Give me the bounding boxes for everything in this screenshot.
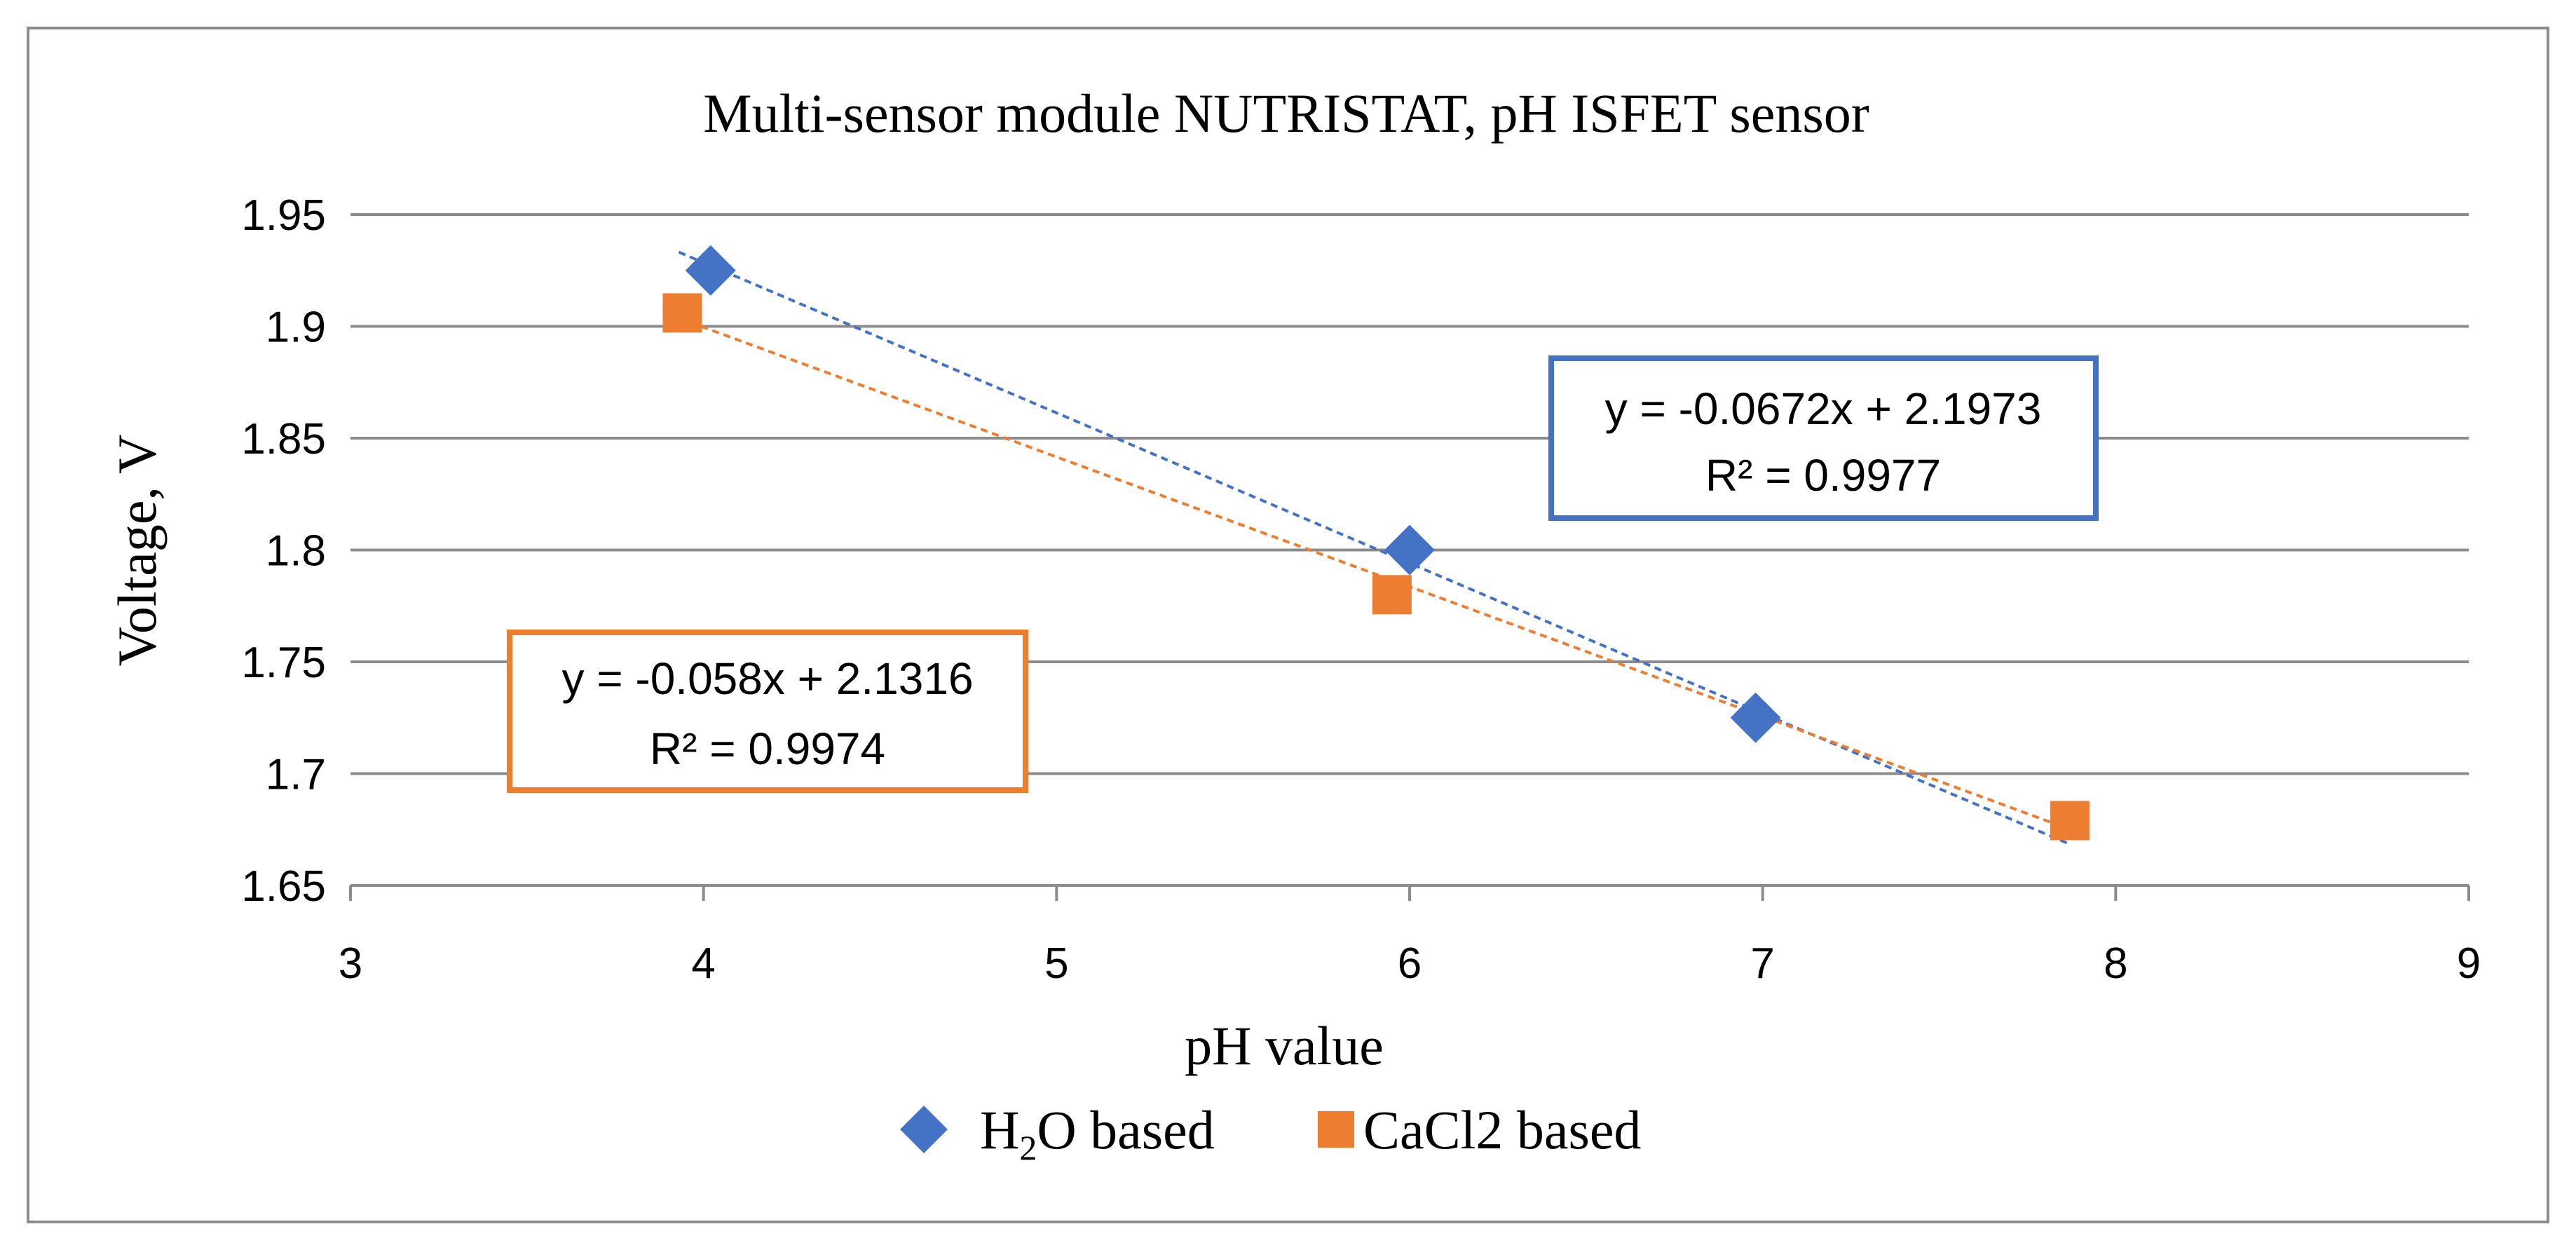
legend-marker-square (1318, 1111, 1354, 1148)
r2-h2o: R² = 0.9977 (1705, 450, 1941, 501)
y-tick-label: 1.65 (241, 862, 326, 911)
legend-label-h2o: H2O based (980, 1099, 1215, 1167)
tick-labels: 1.65 1.7 1.75 1.8 1.85 1.9 1.95 3 4 5 6 7 8 9 (241, 191, 2481, 988)
x-tick-label: 8 (2104, 939, 2127, 988)
legend-label-h2o-suffix: O based (1037, 1099, 1214, 1160)
x-tick-label: 3 (339, 939, 362, 988)
x-tick-label: 9 (2457, 939, 2481, 988)
equation-cacl2: y = -0.058x + 2.1316 (561, 653, 973, 704)
data-point-cacl2 (1372, 575, 1412, 615)
legend-item-h2o: H2O based (900, 1099, 1215, 1167)
chart-border (27, 27, 2549, 1223)
legend-label-h2o-prefix: H (980, 1099, 1019, 1160)
legend-label-h2o-sub: 2 (1019, 1128, 1037, 1167)
trendline-cacl2 (678, 316, 2071, 831)
equation-h2o: y = -0.0672x + 2.1973 (1605, 383, 2042, 434)
x-axis-label: pH value (1185, 1015, 1384, 1076)
x-tick-label: 5 (1044, 939, 1068, 988)
equation-box-h2o: y = -0.0672x + 2.1973 R² = 0.9977 (1548, 355, 2099, 521)
y-tick-label: 1.8 (266, 527, 326, 576)
trendlines (678, 250, 2071, 846)
r2-cacl2: R² = 0.9974 (650, 723, 885, 774)
y-tick-label: 1.95 (241, 191, 326, 240)
data-point-h2o (1730, 692, 1781, 743)
equation-box-cacl2: y = -0.058x + 2.1316 R² = 0.9974 (507, 630, 1028, 793)
data-point-h2o (685, 245, 736, 296)
y-axis-label: Voltage, V (107, 435, 168, 667)
data-point-cacl2 (662, 293, 702, 333)
x-tick-label: 7 (1750, 939, 1774, 988)
equation-box-cacl2-frame (507, 630, 1028, 793)
chart-title: Multi-sensor module NUTRISTAT, pH ISFET … (703, 83, 1869, 144)
y-tick-label: 1.85 (241, 415, 326, 463)
equation-box-h2o-frame (1548, 355, 2099, 521)
y-tick-label: 1.9 (266, 304, 326, 352)
legend-item-cacl2: CaCl2 based (1318, 1099, 1641, 1160)
x-tick-label: 4 (691, 939, 715, 988)
trendline-h2o (678, 250, 2071, 846)
data-point-cacl2 (2050, 801, 2090, 841)
data-point-h2o (1384, 524, 1435, 576)
y-tick-label: 1.7 (266, 751, 326, 799)
y-tick-label: 1.75 (241, 639, 326, 687)
data-points (662, 245, 2090, 841)
legend-marker-diamond (900, 1106, 948, 1153)
x-tick-label: 6 (1398, 939, 1422, 988)
axes (349, 884, 2470, 901)
legend-label-cacl2: CaCl2 based (1363, 1099, 1641, 1160)
legend: H2O based CaCl2 based (900, 1099, 1641, 1167)
